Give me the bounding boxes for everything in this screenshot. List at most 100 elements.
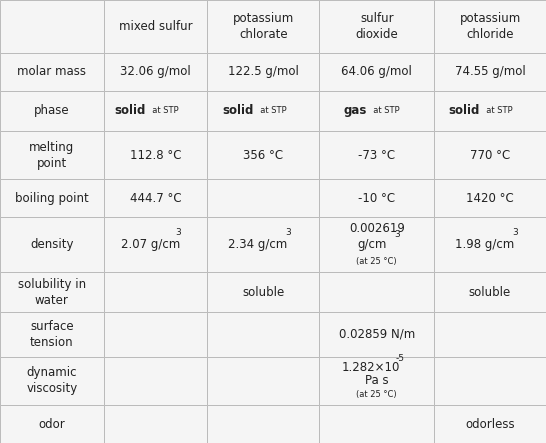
Bar xyxy=(0,405,104,443)
Text: g/cm: g/cm xyxy=(358,238,387,251)
Bar xyxy=(434,53,546,91)
Text: at STP: at STP xyxy=(147,106,179,115)
Text: 1420 °C: 1420 °C xyxy=(466,192,514,205)
Bar xyxy=(104,272,207,312)
Bar xyxy=(319,272,434,312)
Text: -5: -5 xyxy=(395,354,404,363)
Bar xyxy=(207,53,319,91)
Text: 770 °C: 770 °C xyxy=(470,148,510,162)
Bar xyxy=(319,405,434,443)
Text: 3: 3 xyxy=(285,228,291,237)
Text: density: density xyxy=(30,238,74,251)
Bar xyxy=(207,131,319,179)
Text: -10 °C: -10 °C xyxy=(358,192,395,205)
Text: 122.5 g/mol: 122.5 g/mol xyxy=(228,66,299,78)
Text: 74.55 g/mol: 74.55 g/mol xyxy=(455,66,525,78)
Bar xyxy=(0,91,104,131)
Text: odor: odor xyxy=(39,418,65,431)
Bar xyxy=(434,131,546,179)
Bar xyxy=(207,0,319,53)
Bar xyxy=(0,272,104,312)
Bar xyxy=(207,405,319,443)
Text: sulfur
dioxide: sulfur dioxide xyxy=(355,12,398,41)
Text: 1.282×10: 1.282×10 xyxy=(342,361,400,374)
Text: 0.002619: 0.002619 xyxy=(349,222,405,235)
Text: 64.06 g/mol: 64.06 g/mol xyxy=(341,66,412,78)
Bar xyxy=(207,179,319,217)
Bar xyxy=(0,131,104,179)
Bar xyxy=(104,131,207,179)
Text: solid: solid xyxy=(449,104,480,117)
Bar xyxy=(434,217,546,272)
Text: at STP: at STP xyxy=(254,106,286,115)
Text: surface
tension: surface tension xyxy=(30,320,74,349)
Bar xyxy=(434,91,546,131)
Bar xyxy=(0,53,104,91)
Bar xyxy=(319,91,434,131)
Text: 1.98 g/cm: 1.98 g/cm xyxy=(455,238,514,251)
Text: potassium
chloride: potassium chloride xyxy=(459,12,521,41)
Text: 3: 3 xyxy=(512,228,518,237)
Text: 112.8 °C: 112.8 °C xyxy=(130,148,181,162)
Bar xyxy=(319,217,434,272)
Text: (at 25 °C): (at 25 °C) xyxy=(357,390,397,399)
Bar xyxy=(434,405,546,443)
Text: dynamic
viscosity: dynamic viscosity xyxy=(26,366,78,396)
Bar xyxy=(104,357,207,405)
Bar xyxy=(0,217,104,272)
Text: solid: solid xyxy=(222,104,253,117)
Bar xyxy=(0,0,104,53)
Bar xyxy=(104,53,207,91)
Text: (at 25 °C): (at 25 °C) xyxy=(357,257,397,266)
Text: 32.06 g/mol: 32.06 g/mol xyxy=(120,66,191,78)
Bar xyxy=(319,357,434,405)
Bar xyxy=(319,179,434,217)
Bar xyxy=(104,217,207,272)
Bar xyxy=(104,0,207,53)
Text: -73 °C: -73 °C xyxy=(358,148,395,162)
Text: soluble: soluble xyxy=(242,286,284,299)
Bar xyxy=(434,357,546,405)
Bar xyxy=(104,91,207,131)
Text: soluble: soluble xyxy=(469,286,511,299)
Bar xyxy=(434,179,546,217)
Text: phase: phase xyxy=(34,104,70,117)
Bar xyxy=(104,405,207,443)
Bar xyxy=(434,272,546,312)
Text: 3: 3 xyxy=(395,230,400,239)
Text: solubility in
water: solubility in water xyxy=(18,278,86,307)
Bar xyxy=(319,312,434,357)
Text: Pa s: Pa s xyxy=(365,374,389,388)
Bar xyxy=(0,357,104,405)
Text: 0.02859 N/m: 0.02859 N/m xyxy=(339,328,415,341)
Text: odorless: odorless xyxy=(465,418,515,431)
Bar xyxy=(319,131,434,179)
Text: melting
point: melting point xyxy=(29,140,74,170)
Text: solid: solid xyxy=(115,104,146,117)
Bar xyxy=(207,91,319,131)
Bar xyxy=(207,357,319,405)
Bar xyxy=(319,0,434,53)
Text: 444.7 °C: 444.7 °C xyxy=(130,192,181,205)
Text: 2.34 g/cm: 2.34 g/cm xyxy=(228,238,288,251)
Text: boiling point: boiling point xyxy=(15,192,89,205)
Text: molar mass: molar mass xyxy=(17,66,86,78)
Bar xyxy=(434,312,546,357)
Bar xyxy=(207,272,319,312)
Text: mixed sulfur: mixed sulfur xyxy=(119,20,192,33)
Bar xyxy=(104,179,207,217)
Text: 2.07 g/cm: 2.07 g/cm xyxy=(121,238,180,251)
Bar xyxy=(207,312,319,357)
Bar xyxy=(0,312,104,357)
Text: at STP: at STP xyxy=(482,106,513,115)
Bar xyxy=(0,179,104,217)
Text: 3: 3 xyxy=(176,228,181,237)
Bar xyxy=(319,53,434,91)
Bar xyxy=(207,217,319,272)
Text: potassium
chlorate: potassium chlorate xyxy=(233,12,294,41)
Text: gas: gas xyxy=(343,104,367,117)
Text: at STP: at STP xyxy=(368,106,400,115)
Bar xyxy=(434,0,546,53)
Text: 356 °C: 356 °C xyxy=(244,148,283,162)
Bar xyxy=(104,312,207,357)
